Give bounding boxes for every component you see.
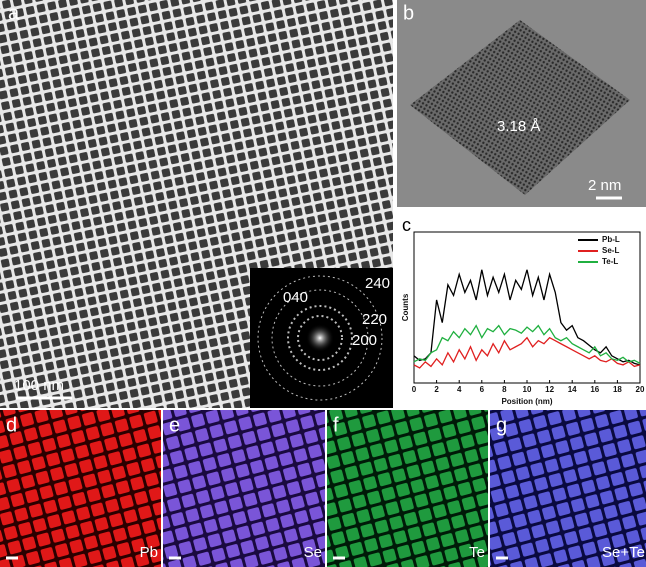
x-tick-label: 4 bbox=[457, 385, 462, 394]
x-tick-label: 0 bbox=[412, 385, 417, 394]
series-line bbox=[414, 326, 640, 364]
scale-text: 100 nm bbox=[14, 377, 64, 394]
x-tick-label: 6 bbox=[480, 385, 485, 394]
x-tick-label: 12 bbox=[545, 385, 554, 394]
figure: a 100 nm 040 240 220 200 b 3.18 Å 2 nm c… bbox=[0, 0, 646, 567]
saed-label: 040 bbox=[283, 289, 308, 306]
legend-label: Te-L bbox=[602, 257, 618, 266]
legend-label: Se-L bbox=[602, 246, 619, 255]
scale-text: 2 nm bbox=[588, 177, 621, 194]
x-tick-label: 20 bbox=[636, 385, 645, 394]
saed-label: 220 bbox=[362, 311, 387, 328]
x-tick-label: 10 bbox=[523, 385, 532, 394]
d-spacing: 3.18 Å bbox=[497, 118, 540, 135]
eds-map bbox=[163, 410, 325, 567]
legend-label: Pb-L bbox=[602, 235, 620, 244]
panel-label: f bbox=[333, 414, 339, 436]
series-line bbox=[414, 270, 640, 365]
eds-map bbox=[0, 410, 161, 567]
panel-label: c bbox=[402, 215, 411, 235]
element-label: Se+Te bbox=[602, 544, 645, 561]
saed-center bbox=[306, 324, 334, 352]
x-tick-label: 18 bbox=[613, 385, 622, 394]
panel-label: e bbox=[169, 414, 180, 436]
x-axis-label: Position (nm) bbox=[501, 397, 552, 406]
saed-label: 200 bbox=[352, 332, 377, 349]
x-tick-label: 14 bbox=[568, 385, 577, 394]
x-tick-label: 8 bbox=[502, 385, 507, 394]
x-tick-label: 16 bbox=[590, 385, 599, 394]
panel-label: d bbox=[6, 414, 17, 436]
x-tick-label: 2 bbox=[434, 385, 439, 394]
eds-map bbox=[327, 410, 488, 567]
saed-label: 240 bbox=[365, 275, 390, 292]
panel-label: g bbox=[496, 414, 507, 436]
line-chart: 0 2 4 6 8 10 12 14 16 18 20 Position (nm) Counts Pb-L… bbox=[401, 232, 645, 406]
element-label: Pb bbox=[140, 544, 158, 561]
y-axis-label: Counts bbox=[401, 293, 410, 321]
element-label: Te bbox=[469, 544, 485, 561]
element-label: Se bbox=[304, 544, 322, 561]
panel-label: b bbox=[403, 2, 414, 24]
panel-label: a bbox=[8, 2, 20, 24]
